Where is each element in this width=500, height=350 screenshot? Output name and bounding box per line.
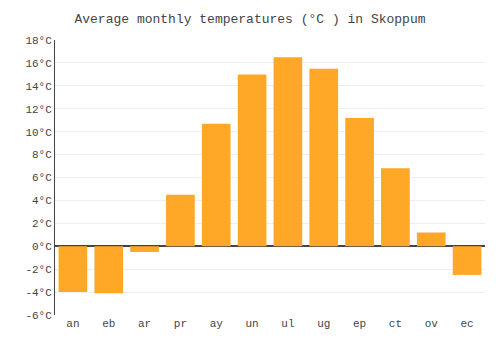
svg-text:6°C: 6°C bbox=[32, 172, 52, 184]
svg-text:-6°C: -6°C bbox=[25, 310, 52, 322]
svg-text:-4°C: -4°C bbox=[25, 287, 52, 299]
svg-text:2°C: 2°C bbox=[32, 218, 52, 230]
svg-text:8°C: 8°C bbox=[32, 149, 52, 161]
svg-text:ay: ay bbox=[210, 318, 224, 330]
svg-text:ct: ct bbox=[389, 318, 402, 330]
svg-text:16°C: 16°C bbox=[25, 58, 52, 70]
svg-text:ec: ec bbox=[460, 318, 473, 330]
svg-text:10°C: 10°C bbox=[25, 127, 52, 139]
svg-text:ul: ul bbox=[281, 318, 294, 330]
svg-text:4°C: 4°C bbox=[32, 195, 52, 207]
svg-text:eb: eb bbox=[102, 318, 115, 330]
svg-text:-2°C: -2°C bbox=[25, 264, 52, 276]
svg-text:12°C: 12°C bbox=[25, 104, 52, 116]
svg-text:ov: ov bbox=[425, 318, 439, 330]
svg-text:14°C: 14°C bbox=[25, 81, 52, 93]
svg-text:Average monthly temperatures (: Average monthly temperatures (°C ) in Sk… bbox=[74, 12, 425, 27]
svg-text:un: un bbox=[245, 318, 258, 330]
svg-text:18°C: 18°C bbox=[25, 35, 52, 47]
svg-text:ar: ar bbox=[138, 318, 151, 330]
svg-text:pr: pr bbox=[174, 318, 187, 330]
svg-text:an: an bbox=[66, 318, 79, 330]
svg-text:ep: ep bbox=[353, 318, 366, 330]
svg-text:ug: ug bbox=[317, 318, 330, 330]
svg-text:0°C: 0°C bbox=[32, 241, 52, 253]
